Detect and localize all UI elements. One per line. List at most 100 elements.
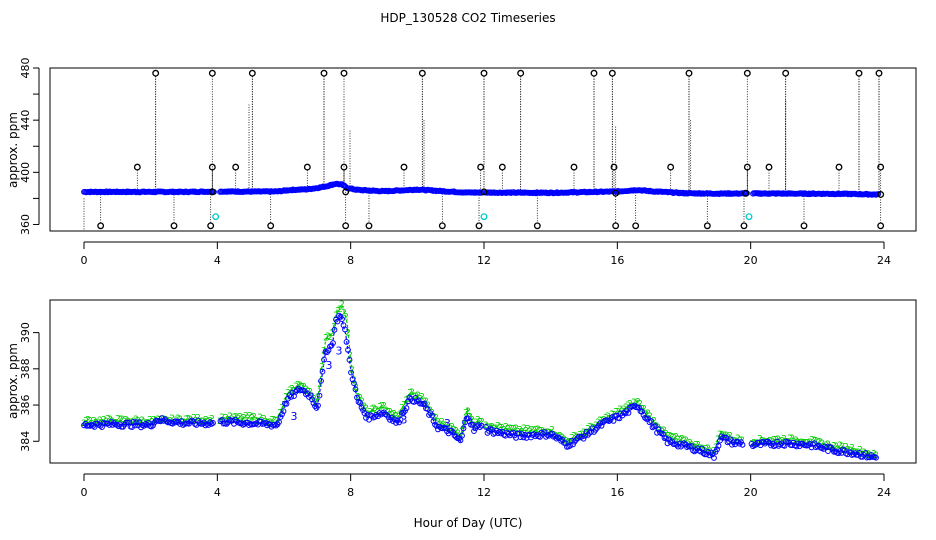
series-1-point (327, 343, 333, 350)
series-2-point: 2 (395, 412, 401, 422)
series-1-point (465, 415, 471, 422)
series-2-point: 2 (347, 351, 353, 361)
series-2-point: 2 (483, 421, 489, 431)
series-2-point: 2 (571, 432, 577, 442)
series-2-point: 2 (435, 418, 441, 428)
series-1-point (765, 438, 771, 445)
mid-outlier-point (743, 163, 751, 171)
high-outlier-point (208, 69, 216, 77)
series-2-point: 2 (497, 423, 503, 433)
y-tick-label: 400 (19, 162, 32, 183)
baseline-outlier-point (877, 191, 885, 198)
series-1-point (331, 326, 338, 333)
series-2-point: 2 (415, 391, 421, 401)
series-1-point (273, 422, 279, 429)
series-2-point: 2 (463, 409, 469, 419)
y-tick-label: 388 (19, 358, 32, 379)
series-2-point: 2 (339, 300, 345, 310)
series-2-point: 2 (257, 413, 263, 423)
series-1-point (442, 425, 449, 432)
series-1-point (562, 440, 569, 447)
series-1-point (348, 369, 354, 376)
series-2-point: 2 (419, 393, 425, 403)
series-1-point (714, 446, 720, 453)
series-2-point: 2 (325, 332, 331, 342)
series-1-point (538, 429, 545, 436)
series-1-point (477, 424, 483, 431)
series-1-point (433, 423, 440, 429)
high-outlier-point (517, 69, 525, 77)
series-2-point: 2 (493, 424, 499, 434)
mid-outlier-point (232, 163, 240, 171)
series-2-point: 2 (363, 404, 369, 414)
series-2-point: 2 (613, 408, 619, 418)
series-2-line (220, 304, 481, 437)
series-1-point (460, 425, 467, 432)
x-tick-label: 8 (347, 486, 354, 499)
mid-outlier-point (340, 163, 348, 171)
series-1-point (283, 400, 290, 407)
series-2-point: 2 (245, 414, 251, 424)
series-1-point (391, 416, 398, 423)
series-2-point: 2 (739, 436, 745, 446)
series-2-point: 2 (343, 313, 349, 323)
x-tick-label: 12 (477, 254, 491, 267)
x-tick-label: 8 (347, 254, 354, 267)
series-1-point (363, 415, 369, 421)
high-outlier-point (248, 69, 256, 77)
series-2-point: 2 (505, 424, 511, 434)
low-outlier-point (365, 222, 373, 230)
series-1-point (627, 404, 633, 411)
series-2-point: 2 (765, 438, 771, 448)
series-2-point: 2 (413, 392, 419, 402)
series-2-point: 2 (781, 435, 787, 445)
series-1-point (639, 408, 645, 415)
baseline-outlier-point (208, 188, 216, 196)
series-2-point: 2 (269, 415, 275, 425)
high-outlier-point (855, 69, 863, 77)
series-2-point: 2 (275, 416, 281, 426)
series-2-point: 2 (521, 424, 527, 434)
series-2-point: 2 (775, 435, 781, 445)
series-3-point: 3 (336, 345, 343, 358)
series-2-point: 2 (605, 412, 611, 422)
series-2-point: 2 (667, 432, 673, 442)
series-2-point: 2 (829, 444, 835, 454)
series-2-point: 2 (437, 420, 443, 430)
series-2-point: 2 (223, 414, 229, 424)
series-2-point: 2 (475, 415, 481, 425)
series-1-point (360, 407, 366, 414)
y-tick-label: 384 (19, 431, 32, 452)
series-2-point: 2 (87, 417, 93, 427)
low-outlier-point (97, 222, 105, 230)
series-2-point: 2 (499, 424, 505, 434)
series-1-point (223, 421, 230, 427)
series-2-point: 2 (185, 414, 191, 424)
series-2-point: 2 (153, 417, 159, 427)
series-2-point: 2 (81, 419, 87, 429)
high-outlier-point (480, 69, 488, 77)
series-1-point (159, 415, 165, 421)
series-1-point (652, 423, 659, 429)
series-2-point: 2 (683, 436, 689, 446)
series-1-point (343, 339, 350, 345)
series-2-point: 2 (279, 404, 285, 414)
series-2-point: 2 (783, 438, 789, 448)
low-outlier-point (207, 222, 215, 230)
series-2-point: 2 (617, 405, 623, 415)
series-1-point (108, 418, 114, 425)
series-1-point (130, 419, 137, 425)
series-1-point (663, 435, 669, 442)
series-2-point: 2 (305, 387, 311, 397)
series-2-point: 2 (225, 416, 231, 426)
series-2-point: 2 (777, 437, 783, 447)
series-2-point: 2 (843, 443, 849, 453)
low-outlier-point (877, 222, 885, 230)
mid-outlier-point (133, 163, 141, 171)
series-1-point (219, 417, 225, 423)
series-1-point (429, 412, 435, 419)
series-2-point: 2 (479, 418, 485, 428)
series-2-point: 2 (241, 414, 247, 424)
series-1-point (483, 424, 489, 430)
series-2-point: 2 (513, 424, 519, 434)
